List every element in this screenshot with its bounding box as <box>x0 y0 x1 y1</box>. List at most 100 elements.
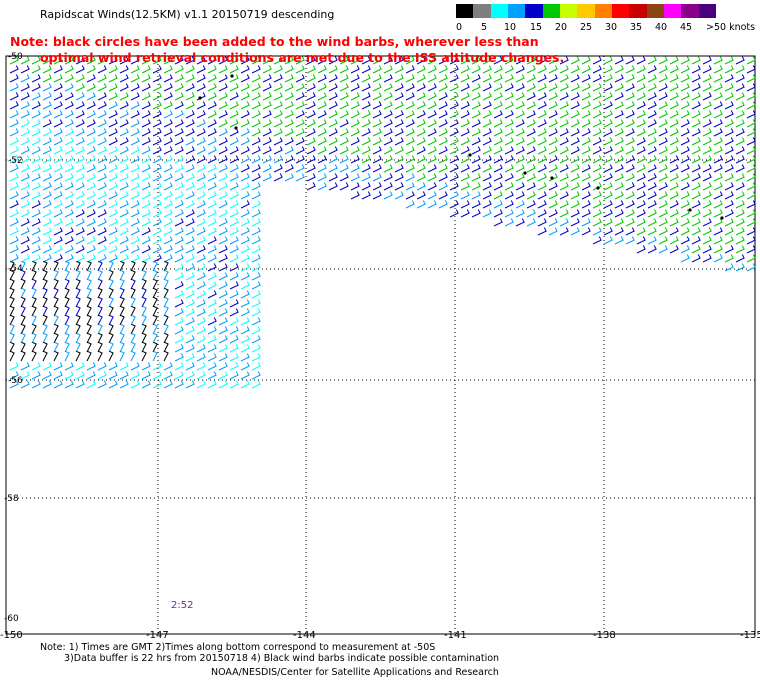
wind-barb <box>746 56 756 65</box>
wind-barb <box>647 182 657 191</box>
wind-barb <box>548 155 558 164</box>
wind-barb <box>130 74 140 83</box>
wind-barb <box>647 236 657 245</box>
wind-barb <box>9 191 19 200</box>
wind-barb <box>273 155 283 164</box>
wind-barb <box>306 110 316 119</box>
wind-barb <box>262 128 272 137</box>
wind-barb <box>339 182 349 191</box>
wind-barb <box>229 281 239 290</box>
wind-barb <box>317 146 327 155</box>
wind-barb <box>229 146 239 155</box>
wind-barb <box>317 92 327 101</box>
wind-barb <box>174 353 184 362</box>
wind-barb <box>163 260 169 272</box>
wind-barb <box>746 263 756 272</box>
contamination-circle <box>596 186 600 190</box>
wind-barb <box>636 137 646 146</box>
wind-barb <box>504 101 514 110</box>
wind-barb <box>75 128 85 137</box>
wind-barb <box>240 191 250 200</box>
wind-barb <box>405 155 415 164</box>
wind-barb <box>746 173 756 182</box>
wind-barb <box>42 305 48 317</box>
wind-barb <box>372 137 382 146</box>
wind-barb <box>53 260 59 272</box>
wind-barb <box>702 146 712 155</box>
wind-barb <box>273 137 283 146</box>
wind-barb <box>317 173 327 182</box>
wind-barb <box>108 173 118 182</box>
contamination-circle <box>550 176 554 180</box>
wind-barb <box>20 92 30 101</box>
wind-barb <box>218 317 228 326</box>
wind-barb <box>416 182 426 191</box>
wind-barb <box>174 326 184 335</box>
wind-barb <box>405 200 415 209</box>
wind-barb <box>108 362 118 371</box>
wind-barb <box>295 173 305 182</box>
wind-barb <box>108 74 118 83</box>
wind-barb <box>713 155 723 164</box>
wind-barb <box>713 209 723 218</box>
wind-barb <box>53 245 63 254</box>
wind-barb <box>31 200 41 209</box>
wind-barb <box>163 173 173 182</box>
wind-barb <box>669 245 679 254</box>
contamination-circle <box>198 96 202 100</box>
wind-barb <box>625 92 635 101</box>
wind-barb <box>515 164 525 173</box>
wind-barb <box>262 146 272 155</box>
wind-barb <box>383 164 393 173</box>
wind-barb <box>9 182 19 191</box>
wind-barb <box>383 155 393 164</box>
wind-barb <box>581 182 591 191</box>
wind-barb <box>152 227 162 236</box>
wind-barb <box>548 218 558 227</box>
wind-barb <box>482 56 492 65</box>
wind-barb <box>185 218 195 227</box>
wind-barb <box>669 146 679 155</box>
wind-barb <box>119 362 129 371</box>
wind-barb <box>218 200 228 209</box>
wind-barb <box>42 323 48 335</box>
wind-barb <box>724 119 734 128</box>
wind-barb <box>603 101 613 110</box>
wind-barb <box>9 110 19 119</box>
wind-barb <box>75 362 85 371</box>
wind-barb <box>20 254 30 263</box>
wind-barb <box>559 137 569 146</box>
wind-barb <box>251 245 261 254</box>
wind-barb <box>592 92 602 101</box>
wind-barb <box>658 101 668 110</box>
wind-barb <box>592 236 602 245</box>
wind-barb <box>746 218 756 227</box>
wind-barb <box>383 56 393 65</box>
wind-barb <box>449 83 459 92</box>
wind-barb <box>119 137 129 146</box>
wind-barb <box>119 209 129 218</box>
wind-barb <box>251 227 261 236</box>
wind-barb <box>625 110 635 119</box>
wind-barb <box>713 56 723 65</box>
wind-barb <box>97 269 103 281</box>
wind-barb <box>141 101 151 110</box>
wind-barb <box>460 92 470 101</box>
wind-barb <box>20 65 30 74</box>
wind-barb <box>537 128 547 137</box>
wind-barb <box>207 65 217 74</box>
wind-barb <box>284 128 294 137</box>
wind-barb <box>438 128 448 137</box>
wind-barb <box>669 56 679 65</box>
wind-barb <box>240 83 250 92</box>
wind-barb <box>86 164 96 173</box>
wind-barb <box>152 236 162 245</box>
wind-barb <box>592 56 602 65</box>
wind-barb <box>240 245 250 254</box>
wind-barb <box>592 182 602 191</box>
wind-barb <box>163 341 169 353</box>
wind-barb <box>163 278 169 290</box>
wind-barb <box>207 272 217 281</box>
wind-barb <box>31 371 41 380</box>
wind-barb <box>570 110 580 119</box>
